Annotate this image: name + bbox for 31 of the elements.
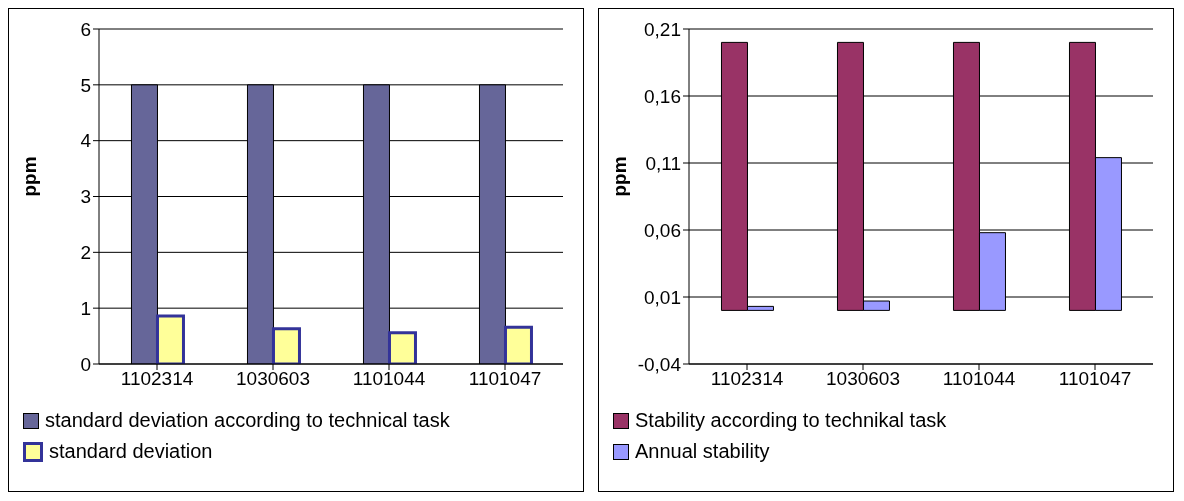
y-tick-label: 6 <box>80 18 91 40</box>
x-tick-label: 1101047 <box>1058 368 1132 390</box>
y-tick-label: 0 <box>80 353 91 375</box>
y-tick-label: 4 <box>80 130 92 152</box>
x-tick-label: 1030603 <box>236 368 310 390</box>
bar <box>503 325 533 364</box>
x-tick-label: 1101044 <box>352 368 426 390</box>
bar <box>155 314 185 364</box>
legend-label: Stability according to technikal task <box>635 409 947 432</box>
y-tick-label: 0,01 <box>644 286 681 308</box>
y-tick-label: 2 <box>80 242 91 264</box>
x-tick-label: 1101044 <box>942 368 1016 390</box>
legend-label: standard deviation according to technical task <box>45 409 450 432</box>
y-tick-label: 0,21 <box>644 18 681 40</box>
y-tick-label: -0,04 <box>637 353 682 375</box>
y-tick-label: 0,11 <box>645 152 681 174</box>
legend-label: Annual stability <box>635 440 770 463</box>
bar <box>387 331 417 364</box>
y-tick-label: 3 <box>80 186 91 208</box>
x-tick-label: 1101047 <box>468 368 542 390</box>
y-tick-label: 0,16 <box>644 85 681 107</box>
x-tick-label: 1102314 <box>710 368 784 390</box>
x-tick-label: 1102314 <box>120 368 194 390</box>
y-tick-label: 1 <box>80 297 91 319</box>
y-tick-label: 0,06 <box>644 219 681 241</box>
bar <box>271 327 301 364</box>
y-axis-title: ppm <box>18 156 40 197</box>
legend-label: standard deviation <box>49 440 213 463</box>
x-tick-label: 1030603 <box>826 368 900 390</box>
y-tick-label: 5 <box>80 74 91 96</box>
y-axis-title: ppm <box>608 156 630 197</box>
